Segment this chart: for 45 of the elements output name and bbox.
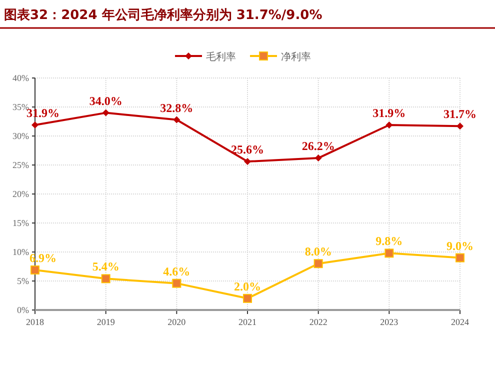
point [456, 253, 464, 262]
y-tick-label: 20% [12, 189, 30, 199]
data-label: 32.8% [160, 100, 194, 115]
y-tick-label: 25% [12, 160, 30, 170]
data-label: 9.0% [446, 238, 474, 253]
point [173, 116, 180, 124]
y-tick-label: 35% [12, 102, 30, 112]
x-tick-label: 2019 [96, 317, 116, 327]
point [384, 248, 394, 258]
chart-title: 图表32：2024 年公司毛净利率分别为 31.7%/9.0% [4, 7, 322, 23]
point [32, 121, 38, 128]
x-tick-label: 2021 [238, 317, 256, 327]
point [244, 158, 251, 166]
data-label: 34.0% [89, 94, 122, 108]
point [101, 274, 110, 284]
point [243, 294, 252, 303]
data-label: 31.7% [444, 107, 476, 122]
y-tick-label: 40% [12, 73, 30, 83]
y-tick-label: 5% [17, 276, 30, 286]
data-label: 31.9% [372, 106, 406, 120]
x-tick-label: 2022 [309, 317, 328, 327]
data-label: 2.0% [234, 279, 261, 294]
point [314, 154, 322, 162]
point [386, 121, 393, 128]
legend-label: 毛利率 [206, 51, 236, 63]
legend-label: 净利率 [281, 51, 311, 63]
x-tick-label: 2023 [380, 317, 399, 327]
point [172, 278, 182, 288]
point [102, 109, 110, 116]
y-tick-label: 15% [12, 218, 30, 228]
data-label: 5.4% [92, 260, 120, 274]
data-label: 25.6% [231, 142, 264, 157]
point [314, 259, 323, 268]
y-tick-label: 10% [12, 247, 30, 257]
y-tick-label: 0% [17, 305, 30, 315]
point [456, 122, 464, 130]
x-tick-label: 2018 [26, 317, 44, 327]
x-tick-label: 2024 [451, 317, 470, 327]
data-label: 8.0% [304, 244, 332, 259]
x-tick-label: 2020 [168, 317, 186, 327]
y-tick-label: 30% [12, 131, 30, 141]
data-label: 4.6% [163, 264, 190, 278]
point [30, 265, 40, 274]
data-label: 26.2% [302, 139, 335, 154]
data-label: 9.8% [376, 234, 403, 248]
